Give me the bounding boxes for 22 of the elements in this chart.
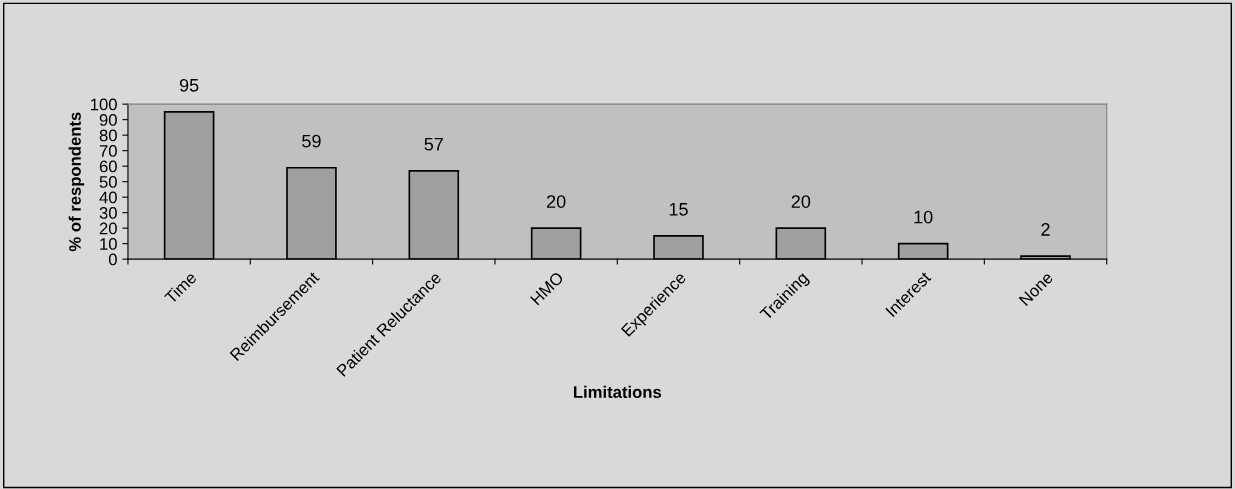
y-tick-label: 40 [99, 191, 117, 204]
data-label: 10 [914, 210, 933, 224]
y-tick-label: 20 [99, 222, 117, 235]
data-label: 15 [669, 203, 688, 216]
y-tick-label: 80 [99, 129, 117, 142]
x-tick-label: Time [163, 270, 198, 305]
y-tick-label: 30 [99, 207, 117, 219]
y-tick-label: 90 [99, 114, 117, 126]
data-label: 59 [302, 134, 321, 148]
data-label: 20 [791, 195, 811, 208]
y-tick-label: 70 [99, 145, 117, 157]
x-axis-title: Limitations [573, 385, 662, 398]
y-tick-label: 60 [99, 160, 117, 173]
data-label: 20 [547, 195, 566, 208]
y-tick-label: 10 [100, 238, 117, 250]
y-tick-label: 0 [108, 253, 117, 266]
data-label: 2 [1041, 223, 1050, 236]
y-tick-label: 50 [99, 176, 117, 188]
data-label: 57 [424, 137, 443, 151]
y-tick-label: 100 [91, 98, 117, 111]
data-label: 95 [179, 78, 199, 92]
y-axis-title: % of respondents [68, 112, 85, 252]
